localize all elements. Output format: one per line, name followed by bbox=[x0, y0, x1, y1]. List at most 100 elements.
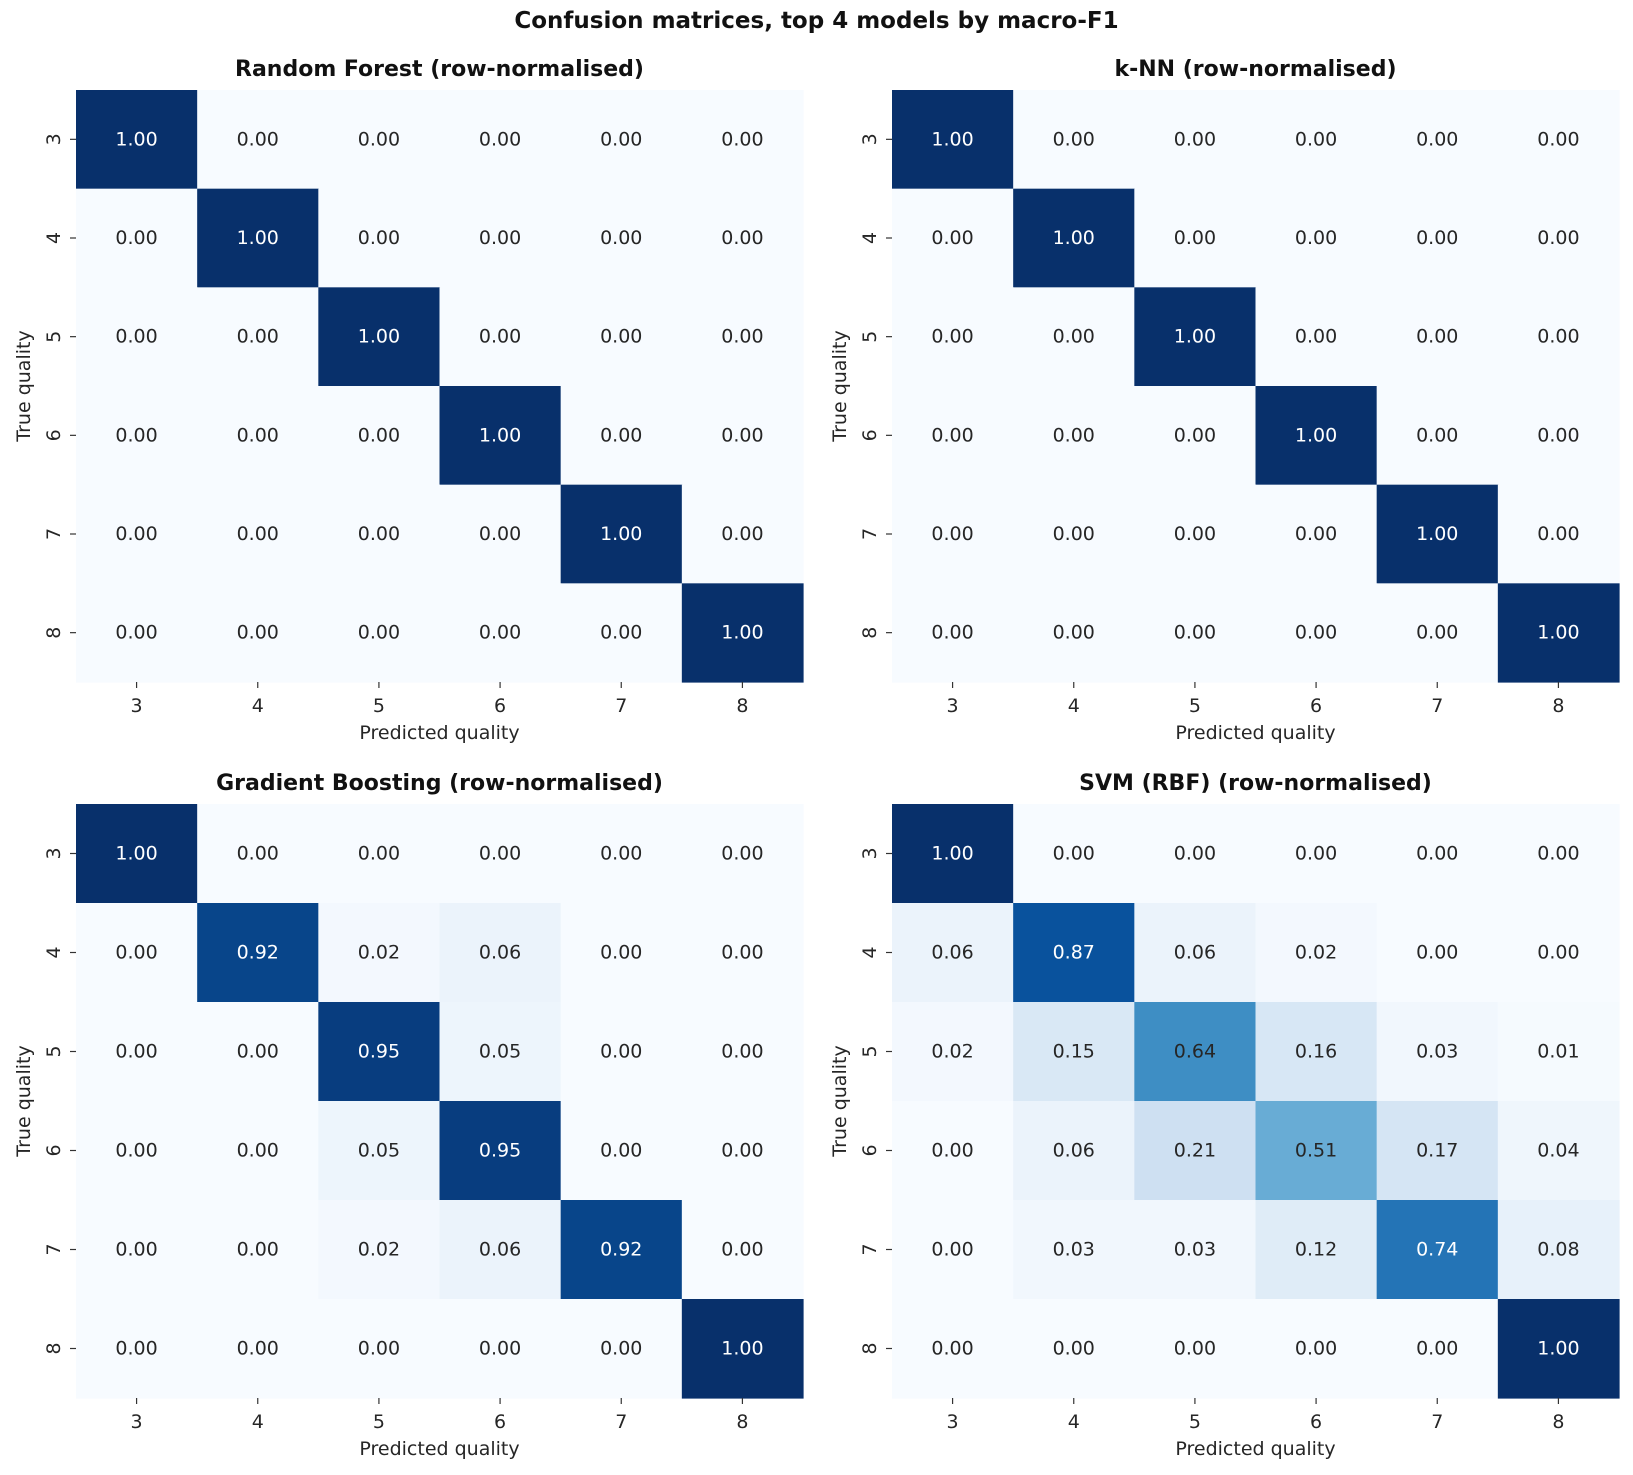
heatmap-cell bbox=[1255, 583, 1378, 683]
heatmap-cell bbox=[76, 1299, 198, 1399]
cell-value-label: 0.00 bbox=[600, 1041, 642, 1063]
cell-value-label: 1.00 bbox=[479, 424, 521, 446]
cell-value-label: 0.06 bbox=[479, 942, 521, 964]
x-tick-label: 8 bbox=[1552, 1411, 1564, 1433]
y-tick-label: 5 bbox=[859, 331, 881, 343]
cell-value-label: 0.00 bbox=[931, 424, 973, 446]
cell-value-label: 0.00 bbox=[1295, 523, 1337, 545]
x-tick-label: 5 bbox=[1189, 695, 1201, 717]
cell-value-label: 0.00 bbox=[1537, 843, 1579, 865]
cell-value-label: 0.00 bbox=[1053, 326, 1095, 348]
cell-value-label: 0.12 bbox=[1295, 1239, 1337, 1261]
cell-value-label: 0.51 bbox=[1295, 1140, 1337, 1162]
x-tick-label: 3 bbox=[131, 1411, 143, 1433]
cell-value-label: 0.00 bbox=[115, 227, 157, 249]
x-tick-label: 3 bbox=[131, 695, 143, 717]
cell-value-label: 0.00 bbox=[358, 1338, 400, 1360]
cell-value-label: 0.00 bbox=[358, 128, 400, 150]
cell-value-label: 0.00 bbox=[115, 622, 157, 644]
cell-value-label: 0.00 bbox=[931, 622, 973, 644]
cell-value-label: 0.00 bbox=[479, 622, 521, 644]
heatmap-cell bbox=[1013, 804, 1135, 904]
heatmap-cell bbox=[318, 903, 441, 1003]
cell-value-label: 0.00 bbox=[115, 326, 157, 348]
heatmap-cell bbox=[1013, 287, 1135, 387]
cell-value-label: 0.00 bbox=[1416, 227, 1458, 249]
cell-value-label: 0.00 bbox=[1053, 1338, 1095, 1360]
heatmap-cell bbox=[1013, 1299, 1135, 1399]
cell-value-label: 1.00 bbox=[1537, 622, 1579, 644]
cell-value-label: 0.00 bbox=[1295, 326, 1337, 348]
cell-value-label: 0.05 bbox=[479, 1041, 521, 1063]
heatmap-cell bbox=[1376, 90, 1499, 190]
heatmap-cell bbox=[560, 287, 683, 387]
cell-value-label: 0.00 bbox=[1537, 128, 1579, 150]
cell-value-label: 1.00 bbox=[237, 227, 279, 249]
heatmap-cell bbox=[1497, 386, 1620, 486]
cell-value-label: 0.01 bbox=[1537, 1041, 1579, 1063]
y-tick-label: 5 bbox=[43, 1045, 65, 1057]
heatmap-cell bbox=[681, 188, 804, 288]
heatmap-cell bbox=[1134, 484, 1257, 584]
y-tick-label: 4 bbox=[859, 946, 881, 958]
cell-value-label: 0.08 bbox=[1537, 1239, 1579, 1261]
heatmap-cell bbox=[1013, 90, 1135, 190]
heatmap-cell bbox=[1255, 804, 1378, 904]
x-tick-label: 4 bbox=[1068, 695, 1080, 717]
cell-value-label: 0.00 bbox=[931, 326, 973, 348]
heatmap-cell bbox=[1013, 386, 1135, 486]
heatmap-cell bbox=[318, 90, 441, 190]
cell-value-label: 0.00 bbox=[237, 1338, 279, 1360]
x-tick-label: 7 bbox=[1431, 1411, 1443, 1433]
cell-value-label: 0.03 bbox=[1416, 1041, 1458, 1063]
heatmap-cell bbox=[560, 583, 683, 683]
heatmap-cell bbox=[560, 1101, 683, 1201]
cell-value-label: 1.00 bbox=[1053, 227, 1095, 249]
cell-value-label: 0.02 bbox=[931, 1041, 973, 1063]
cell-value-label: 1.00 bbox=[358, 326, 400, 348]
cell-value-label: 0.00 bbox=[600, 227, 642, 249]
panel-title: SVM (RBF) (row-normalised) bbox=[1079, 771, 1432, 796]
heatmap-cell bbox=[681, 386, 804, 486]
y-tick-label: 4 bbox=[43, 232, 65, 244]
heatmap-cell bbox=[1497, 804, 1620, 904]
cell-value-label: 0.00 bbox=[721, 1041, 763, 1063]
x-tick-label: 5 bbox=[373, 1411, 385, 1433]
cell-value-label: 0.92 bbox=[600, 1239, 642, 1261]
heatmap-cell bbox=[439, 1101, 562, 1201]
heatmap-cell bbox=[681, 287, 804, 387]
cell-value-label: 0.06 bbox=[479, 1239, 521, 1261]
y-tick-label: 4 bbox=[859, 232, 881, 244]
cell-value-label: 0.00 bbox=[1537, 326, 1579, 348]
heatmap-cell bbox=[892, 287, 1014, 387]
heatmap-cell bbox=[318, 386, 441, 486]
heatmap-cell bbox=[76, 287, 198, 387]
cell-value-label: 0.00 bbox=[358, 843, 400, 865]
heatmap-cell bbox=[560, 386, 683, 486]
cell-value-label: 0.00 bbox=[237, 523, 279, 545]
cell-value-label: 0.16 bbox=[1295, 1041, 1337, 1063]
heatmap-cell bbox=[681, 804, 804, 904]
x-tick-label: 6 bbox=[494, 695, 506, 717]
panel-title: Gradient Boosting (row-normalised) bbox=[216, 771, 663, 796]
cell-value-label: 0.00 bbox=[237, 622, 279, 644]
heatmap-cell bbox=[892, 583, 1014, 683]
heatmap-cell bbox=[681, 90, 804, 190]
heatmap-panel-4: 1.00 0.00 0.00 0.00 0.00 0.00 0.06 0.87 0.06 0.02… bbox=[829, 771, 1620, 1460]
heatmap-cell bbox=[318, 484, 441, 584]
heatmap-cell bbox=[1497, 188, 1620, 288]
cell-value-label: 0.00 bbox=[721, 523, 763, 545]
y-tick-label: 7 bbox=[43, 1243, 65, 1255]
heatmap-cell bbox=[197, 1299, 319, 1399]
cell-value-label: 0.00 bbox=[479, 128, 521, 150]
cell-value-label: 0.00 bbox=[1537, 942, 1579, 964]
y-tick-label: 5 bbox=[859, 1045, 881, 1057]
heatmap-cell bbox=[1376, 1101, 1499, 1201]
heatmap-cell bbox=[1497, 287, 1620, 387]
cell-value-label: 0.00 bbox=[1537, 227, 1579, 249]
heatmap-cell bbox=[76, 903, 198, 1003]
y-axis-label: True quality bbox=[13, 1045, 35, 1157]
cell-value-label: 0.00 bbox=[721, 843, 763, 865]
heatmap-cell bbox=[1134, 90, 1257, 190]
